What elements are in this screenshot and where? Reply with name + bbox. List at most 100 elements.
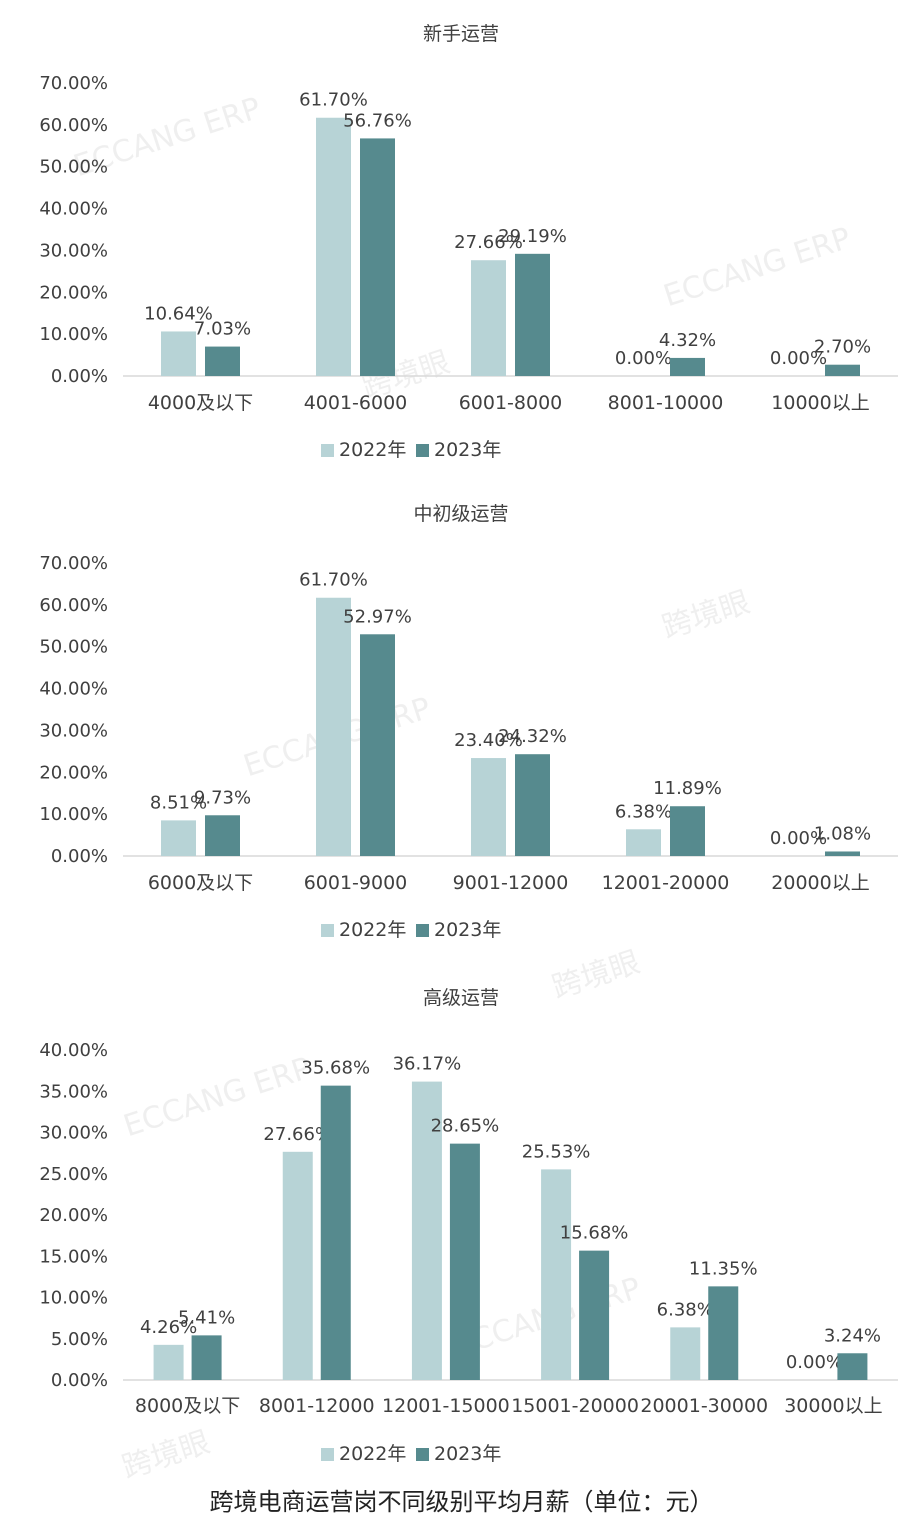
bar-2023 [320,1085,351,1380]
category-label: 4000及以下 [148,392,253,414]
category-label: 10000以上 [771,392,869,414]
bar-2023 [205,815,240,856]
data-label: 1.08% [814,823,871,844]
y-tick-label: 60.00% [39,595,108,616]
bar-2023 [360,634,395,856]
chart-title: 高级运营 [423,987,499,1009]
y-tick-label: 20.00% [39,762,108,783]
legend-swatch-2023 [416,924,429,937]
chart-junior: 中初级运营 0.00% 10.00% 20.00% 30.00% 40.00% 50.00%… [0,480,923,960]
chart-senior-svg: 高级运营 0.00% 5.00% 10.00% 15.00% 20.00% 25.00% 30… [39,987,898,1465]
y-tick-label: 40.00% [39,679,108,700]
data-label: 3.24% [824,1325,881,1346]
bar-2023 [670,806,705,856]
data-label: 56.76% [343,110,412,131]
bar-2022 [153,1344,184,1380]
data-label: 25.53% [522,1141,591,1162]
bar-2022 [161,820,196,856]
data-label: 28.65% [431,1116,500,1137]
category-label: 6001-8000 [459,392,563,414]
legend-swatch-2023 [416,1448,429,1461]
category-label: 20001-30000 [640,1395,768,1417]
category-label: 8000及以下 [135,1395,240,1417]
y-tick-label: 0.00% [51,366,108,387]
data-label: 4.26% [140,1317,197,1338]
legend-swatch-2023 [416,444,429,457]
category-label: 6001-9000 [304,872,408,894]
data-label: 29.19% [498,226,567,247]
y-tick-label: 30.00% [39,240,108,261]
y-tick-label: 30.00% [39,720,108,741]
y-tick-label: 60.00% [39,115,108,136]
bar-2023 [360,138,395,376]
bar-2023 [708,1286,739,1380]
y-tick-label: 40.00% [39,1040,108,1061]
bar-2022 [411,1081,442,1380]
data-label: 5.41% [178,1307,235,1328]
category-label: 8001-12000 [259,1395,375,1417]
y-tick-label: 70.00% [39,73,108,94]
data-label: 10.64% [144,303,213,324]
category-label: 4001-6000 [304,392,408,414]
bar-2023 [449,1143,480,1380]
legend-swatch-2022 [321,924,334,937]
category-label: 9001-12000 [453,872,569,894]
category-label: 15001-20000 [511,1395,639,1417]
data-label: 52.97% [343,606,412,627]
legend-label: 2023年 [434,439,501,461]
data-label: 11.35% [689,1258,758,1279]
data-label: 0.00% [615,348,672,369]
legend-label: 2023年 [434,1443,501,1465]
bar-2022 [316,117,351,377]
category-label: 30000以上 [784,1395,882,1417]
y-tick-label: 5.00% [51,1329,108,1350]
bar-2022 [670,1327,701,1380]
y-tick-label: 30.00% [39,1123,108,1144]
data-label: 2.70% [814,337,871,358]
category-label: 8001-10000 [608,392,724,414]
legend-label: 2022年 [339,439,406,461]
bar-2022 [316,597,351,856]
y-tick-label: 10.00% [39,1288,108,1309]
y-tick-label: 40.00% [39,199,108,220]
bar-2022 [282,1151,313,1380]
bar-2022 [626,829,661,856]
bar-2022 [541,1169,572,1380]
y-tick-label: 50.00% [39,157,108,178]
bar-2022 [161,331,196,376]
category-label: 6000及以下 [148,872,253,894]
y-tick-label: 20.00% [39,1205,108,1226]
y-tick-label: 35.00% [39,1081,108,1102]
bar-2022 [471,758,506,856]
chart-senior: 高级运营 0.00% 5.00% 10.00% 15.00% 20.00% 25.00% 30… [0,960,923,1480]
bar-2023 [515,754,550,856]
chart-title: 中初级运营 [413,503,508,525]
data-label: 9.73% [194,787,251,808]
chart-junior-svg: 中初级运营 0.00% 10.00% 20.00% 30.00% 40.00% 50.00%… [39,503,898,941]
data-label: 7.03% [194,319,251,340]
data-label: 0.00% [770,828,827,849]
data-label: 35.68% [301,1058,370,1079]
bar-2023 [515,253,550,376]
y-tick-label: 10.00% [39,324,108,345]
data-label: 6.38% [615,801,672,822]
y-tick-label: 20.00% [39,282,108,303]
bar-2023 [670,357,705,376]
data-label: 61.70% [299,90,368,111]
category-label: 12001-15000 [382,1395,510,1417]
y-tick-label: 0.00% [51,1370,108,1391]
legend-swatch-2022 [321,444,334,457]
data-label: 15.68% [560,1223,629,1244]
data-label: 6.38% [657,1299,714,1320]
figure-caption: 跨境电商运营岗不同级别平均月薪（单位：元） [209,1488,714,1516]
y-tick-label: 15.00% [39,1246,108,1267]
bar-2022 [471,260,506,376]
chart-title: 新手运营 [423,23,499,45]
data-label: 4.32% [659,330,716,351]
bar-2023 [205,346,240,376]
legend-label: 2023年 [434,919,501,941]
category-label: 12001-20000 [602,872,730,894]
data-label: 8.51% [150,792,207,813]
bar-2023 [825,364,860,376]
legend-swatch-2022 [321,1448,334,1461]
